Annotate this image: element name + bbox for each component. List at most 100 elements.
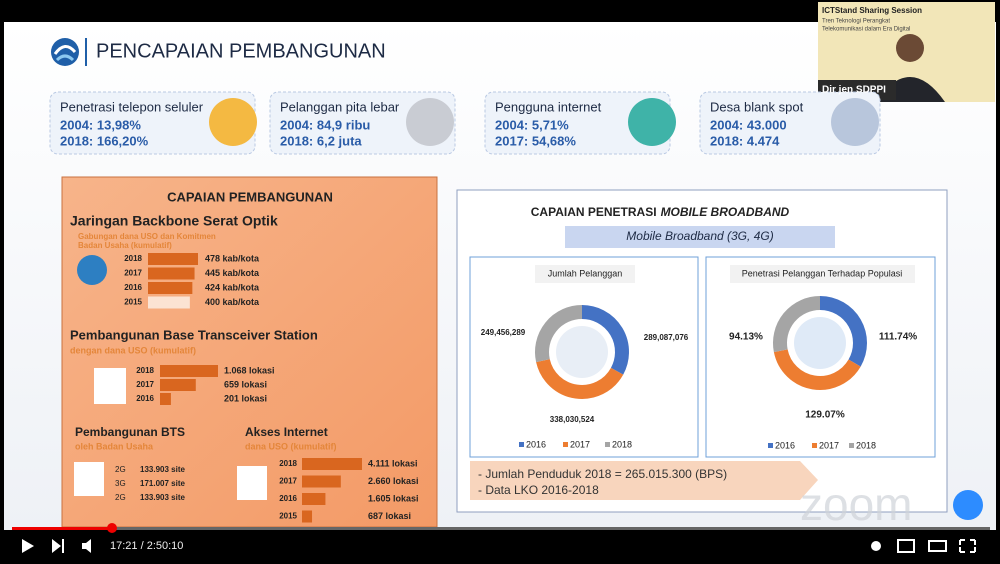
bar-label: 4.111 lokasi	[368, 458, 418, 468]
session-subtitle: Tren Teknologi Perangkat	[822, 19, 890, 25]
section-subtitle: oleh Badan Usaha	[75, 441, 154, 451]
year-label: 2015	[124, 298, 142, 307]
card-value: 2004: 43.000	[710, 117, 787, 132]
bar	[160, 379, 196, 391]
donut-segment	[773, 349, 861, 390]
next-button[interactable]	[52, 539, 64, 553]
volume-button[interactable]	[82, 539, 91, 553]
legend-label: 2018	[612, 439, 632, 449]
card-title: Pelanggan pita lebar	[280, 99, 400, 114]
label-box	[535, 265, 635, 283]
section-title: Pembangunan BTS	[75, 425, 185, 439]
section-subtitle: dana USO (kumulatif)	[245, 441, 337, 451]
miniplayer-button[interactable]	[897, 539, 915, 553]
donut-segment	[536, 358, 624, 399]
icon	[556, 326, 608, 378]
theater-button[interactable]	[928, 540, 947, 552]
note: - Data LKO 2016-2018	[478, 483, 599, 497]
info-card	[699, 91, 881, 155]
bar-label: 1.068 lokasi	[224, 365, 275, 375]
value-label: 249,456,289	[481, 328, 526, 337]
card-value: 2018: 6,2 juta	[280, 133, 362, 148]
icon	[209, 98, 257, 146]
legend-label: 2016	[526, 439, 546, 449]
card-title: Desa blank spot	[710, 99, 804, 114]
icon	[831, 98, 879, 146]
icon	[77, 255, 107, 285]
play-button[interactable]	[22, 539, 34, 553]
progress-handle[interactable]	[107, 523, 117, 533]
slide-title: PENCAPAIAN PEMBANGUNAN	[96, 40, 386, 62]
section-title: Pembangunan Base Transceiver Station	[70, 327, 318, 342]
legend-swatch	[605, 442, 610, 447]
bar	[302, 458, 362, 470]
year-label: 2015	[279, 512, 297, 521]
title-part: CAPAIAN PENETRASI	[531, 205, 657, 219]
bar-label: 478 kab/kota	[205, 253, 260, 263]
section-subtitle: dengan dana USO (kumulatif)	[70, 345, 196, 355]
bar-label: 659 lokasi	[224, 379, 267, 389]
year-label: 2016	[279, 494, 297, 503]
note: - Jumlah Penduduk 2018 = 265.015.300 (BP…	[478, 467, 727, 481]
card-value: 2004: 84,9 ribu	[280, 117, 370, 132]
watermark: zoom	[800, 478, 912, 530]
donut-title: Penetrasi Pelanggan Terhadap Populasi	[742, 268, 902, 278]
section-title: Akses Internet	[245, 425, 328, 439]
donut-title: Jumlah Pelanggan	[548, 268, 623, 278]
bar-label: 2.660 lokasi	[368, 476, 419, 486]
card-title: Penetrasi telepon seluler	[60, 99, 204, 114]
subtitle-box	[565, 226, 835, 248]
value-label: 289,087,076	[644, 333, 689, 342]
bar-label: 445 kab/kota	[205, 268, 260, 278]
site-label: 171.007 site	[140, 479, 185, 488]
session-subtitle: Telekomunikasi dalam Era Digital	[822, 27, 910, 33]
year-label: 2016	[136, 394, 154, 403]
bar	[302, 493, 326, 505]
title-em: MOBILE BROADBAND	[661, 205, 790, 219]
donut-segment	[535, 305, 583, 363]
progress-track[interactable]	[12, 527, 990, 530]
card-value: 2004: 13,98%	[60, 117, 141, 132]
panel-title: CAPAIAN PEMBANGUNAN	[167, 189, 333, 204]
icon	[406, 98, 454, 146]
bar	[302, 510, 313, 523]
bar	[302, 475, 341, 488]
info-card	[484, 91, 671, 155]
bar	[148, 253, 198, 265]
legend-label: 2016	[775, 440, 795, 450]
year-label: 2018	[136, 366, 154, 375]
donut-segment	[819, 296, 867, 367]
panel-title: CAPAIAN PENETRASI MOBILE BROADBAND	[531, 205, 790, 219]
bar-label: 201 lokasi	[224, 393, 267, 403]
card-value: 2018: 4.474	[710, 133, 780, 148]
bar	[160, 365, 218, 377]
legend-label: 2017	[570, 439, 590, 449]
gen-label: 3G	[115, 479, 126, 488]
section-subtitle: Badan Usaha (kumulatif)	[78, 241, 172, 250]
progress-played	[12, 527, 112, 530]
card-value: 2017: 54,68%	[495, 133, 576, 148]
icon	[94, 368, 126, 404]
player-controls	[22, 539, 976, 553]
settings-button[interactable]	[871, 541, 881, 551]
card-value: 2004: 5,71%	[495, 117, 569, 132]
bar	[148, 267, 195, 280]
donut-segment	[581, 305, 629, 375]
legend-swatch	[563, 442, 568, 447]
info-card	[269, 91, 456, 155]
icon	[237, 466, 267, 500]
session-title: ICTStand Sharing Session	[822, 6, 922, 15]
legend-swatch	[768, 443, 773, 448]
site-label: 133.903 site	[140, 465, 185, 474]
legend-label: 2017	[819, 440, 839, 450]
fullscreen-button[interactable]	[959, 539, 976, 553]
year-label: 2017	[136, 380, 154, 389]
section-title: Jaringan Backbone Serat Optik	[70, 213, 278, 229]
notes-arrow	[470, 461, 818, 500]
card-value: 2018: 166,20%	[60, 133, 149, 148]
value-label: 94.13%	[729, 332, 763, 343]
panel-subtitle: Mobile Broadband (3G, 4G)	[626, 229, 773, 243]
legend-swatch	[519, 442, 524, 447]
